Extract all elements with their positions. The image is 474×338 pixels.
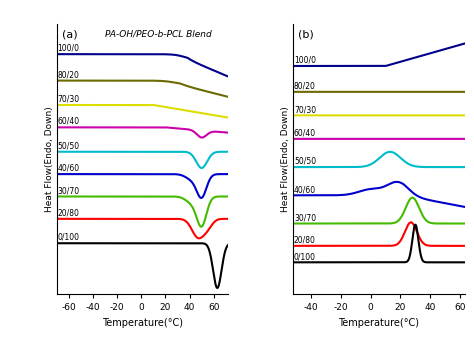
Y-axis label: Heat Flow(Endo, Down): Heat Flow(Endo, Down) — [282, 106, 291, 212]
X-axis label: Temperature(°C): Temperature(°C) — [338, 318, 419, 328]
Text: 70/30: 70/30 — [57, 95, 80, 103]
Text: (b): (b) — [298, 29, 314, 39]
Text: 40/60: 40/60 — [57, 164, 80, 173]
Text: 20/80: 20/80 — [294, 236, 316, 245]
X-axis label: Temperature(°C): Temperature(°C) — [102, 318, 183, 328]
Y-axis label: Heat Flow(Endo, Down): Heat Flow(Endo, Down) — [45, 106, 54, 212]
Text: 60/40: 60/40 — [294, 129, 316, 138]
Text: 50/50: 50/50 — [57, 141, 80, 150]
Text: 30/70: 30/70 — [57, 186, 80, 195]
Text: 70/30: 70/30 — [294, 105, 316, 114]
Text: PA-OH/PEO-b-PCL Blend: PA-OH/PEO-b-PCL Blend — [105, 29, 211, 38]
Text: 100/0: 100/0 — [57, 44, 80, 53]
Text: (a): (a) — [62, 29, 78, 39]
Text: 20/80: 20/80 — [57, 209, 79, 217]
Text: 40/60: 40/60 — [294, 185, 316, 194]
Text: 0/100: 0/100 — [57, 233, 80, 242]
Text: 80/20: 80/20 — [57, 70, 79, 79]
Text: 80/20: 80/20 — [294, 82, 316, 91]
Text: 0/100: 0/100 — [294, 252, 316, 261]
Text: 60/40: 60/40 — [57, 117, 80, 126]
Text: 100/0: 100/0 — [294, 56, 316, 65]
Text: 50/50: 50/50 — [294, 157, 316, 166]
Text: 30/70: 30/70 — [294, 213, 316, 222]
